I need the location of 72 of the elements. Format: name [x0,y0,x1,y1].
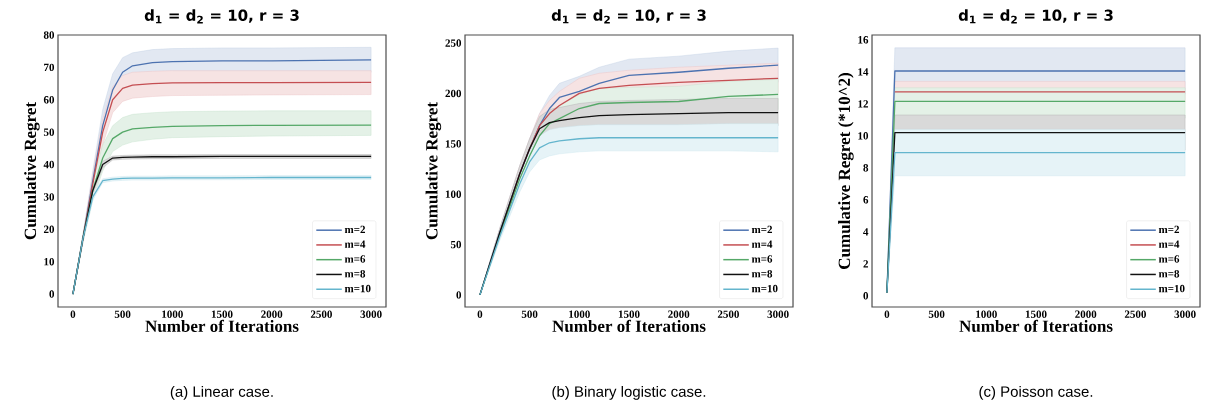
y-tick-label: 20 [43,225,55,233]
y-tick-label: 8 [863,164,869,172]
y-tick-label: 4 [863,228,869,236]
x-axis-title: Number of Iterations [552,319,706,332]
x-tick-label: 2000 [668,310,690,318]
y-tick-label: 14 [858,68,869,76]
y-tick-label: 60 [43,96,55,104]
legend-label: m=6 [1158,255,1180,263]
text: (b) Binary logistic case. [552,385,706,400]
x-tick-label: 1000 [976,310,997,318]
y-tick-label: 100 [445,190,462,198]
x-tick-label: 1500 [1025,310,1047,318]
text: (c) Poisson case. [979,385,1093,400]
legend-label: m=8 [751,270,773,278]
legend-label: m=2 [1158,225,1180,234]
y-tick-label: 2 [863,260,869,268]
chart-title: d$_{1}$ = d$_{2}$ = 10, r = 3 [958,9,1113,24]
legend-label: m=8 [1158,270,1180,278]
y-tick-label: 40 [43,160,55,169]
legend-label: m=8 [344,270,366,278]
x-tick-label: 2000 [1075,310,1097,318]
legend-label: m=10 [1158,284,1185,293]
y-tick-label: 6 [863,196,869,204]
x-tick-label: 2500 [310,310,332,318]
x-tick-label: 2500 [717,310,739,318]
legend-label: m=4 [1158,240,1180,248]
chart-title: d$_{1}$ = d$_{2}$ = 10, r = 3 [144,9,299,24]
y-tick-label: 80 [43,31,55,39]
y-tick-label: 10 [858,132,869,140]
y-axis-title: Cumulative Regret [24,102,40,240]
y-tick-label: 70 [44,63,55,72]
x-tick-label: 0 [477,310,483,318]
x-tick-label: 500 [928,310,945,318]
y-tick-label: 0 [49,290,55,298]
y-tick-label: 30 [43,193,55,201]
x-tick-label: 2500 [1124,310,1146,318]
text: (a) Linear case. [170,385,273,400]
y-axis-title: Cumulative Regret (*10^2) [838,73,854,269]
x-tick-label: 1500 [211,310,233,318]
x-tick-label: 500 [114,310,131,318]
x-axis-title: Number of Iterations [145,319,299,332]
x-tick-label: 3000 [360,310,382,318]
x-tick-label: 2000 [261,310,283,318]
x-tick-label: 1000 [162,310,183,318]
y-tick-label: 250 [445,39,462,47]
legend-label: m=10 [344,284,371,293]
y-tick-label: 10 [44,257,55,266]
x-tick-label: 500 [521,310,538,318]
legend-label: m=6 [751,255,773,263]
y-tick-label: 150 [445,140,462,148]
x-tick-label: 1000 [569,310,590,318]
legend-label: m=10 [751,284,778,293]
legend-label: m=6 [344,255,366,263]
x-tick-label: 0 [70,310,76,318]
legend-label: m=4 [344,240,366,248]
y-axis-title: Cumulative Regret [425,102,442,240]
y-tick-label: 0 [456,291,462,299]
chart-title: d$_{1}$ = d$_{2}$ = 10, r = 3 [551,9,706,24]
x-tick-label: 3000 [1174,310,1196,318]
y-tick-label: 200 [445,89,462,98]
x-tick-label: 3000 [767,310,789,318]
x-tick-label: 1500 [618,310,640,318]
y-tick-label: 50 [450,240,462,249]
x-axis-title: Number of Iterations [959,319,1113,332]
y-tick-label: 16 [858,36,869,44]
legend-label: m=2 [751,225,773,234]
x-tick-label: 0 [884,310,890,318]
y-tick-label: 50 [43,128,55,136]
y-tick-label: 0 [863,292,869,300]
legend-label: m=4 [751,240,773,248]
y-tick-label: 12 [858,100,869,108]
legend-label: m=2 [344,225,366,234]
